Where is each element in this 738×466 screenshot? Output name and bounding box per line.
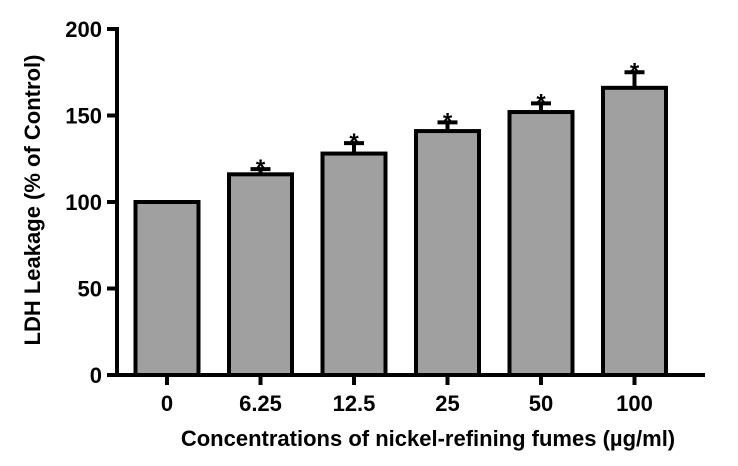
x-tick-label: 100 <box>616 391 653 416</box>
x-tick-label: 12.5 <box>333 391 376 416</box>
bars: * * * * * <box>133 58 668 377</box>
y-axis: 0 50 100 150 200 <box>65 17 119 388</box>
x-axis: 0 6.25 12.5 25 50 100 <box>117 373 705 416</box>
y-tick-label: 0 <box>90 363 102 388</box>
bar <box>227 172 294 377</box>
x-tick-label: 0 <box>161 391 173 416</box>
significance-marker: * <box>256 155 266 182</box>
y-tick-label: 200 <box>65 17 102 42</box>
x-tick-label: 25 <box>435 391 459 416</box>
bar <box>414 129 481 377</box>
bar <box>133 200 201 377</box>
y-tick-label: 100 <box>65 190 102 215</box>
significance-marker: * <box>630 58 640 85</box>
y-tick-label: 50 <box>78 277 102 302</box>
bar <box>601 85 668 377</box>
significance-marker: * <box>443 108 453 135</box>
significance-marker: * <box>349 129 359 156</box>
x-tick-label: 50 <box>529 391 553 416</box>
y-tick-label: 150 <box>65 104 102 129</box>
bar <box>320 151 388 377</box>
y-axis-title: LDH Leakage (% of Control) <box>20 55 45 346</box>
significance-marker: * <box>536 89 546 116</box>
bar <box>507 110 575 377</box>
x-tick-label: 6.25 <box>239 391 282 416</box>
x-axis-title: Concentrations of nickel-refining fumes … <box>181 426 675 451</box>
